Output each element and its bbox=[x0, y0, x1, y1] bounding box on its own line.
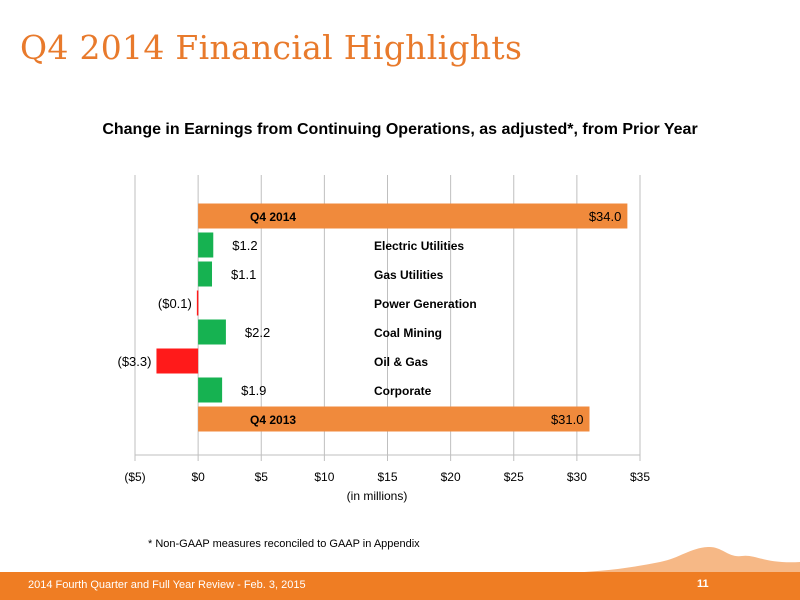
bar-value-label: ($0.1) bbox=[158, 296, 192, 311]
page-number: 11 bbox=[697, 578, 709, 590]
bar-category-label: Power Generation bbox=[374, 297, 477, 311]
chart-gridlines bbox=[134, 175, 641, 461]
bar-electric-utilities bbox=[198, 232, 214, 258]
chart-title: Change in Earnings from Continuing Opera… bbox=[102, 121, 698, 138]
x-tick-label: $20 bbox=[441, 470, 461, 484]
bar-gas-utilities bbox=[198, 261, 213, 287]
bar-value-label: ($3.3) bbox=[117, 354, 151, 369]
x-axis-label: (in millions) bbox=[347, 489, 408, 503]
chart-bars bbox=[156, 203, 628, 432]
bar-q4-2014 bbox=[198, 203, 628, 229]
bar-value-label: $1.9 bbox=[241, 383, 266, 398]
bar-value-label: $31.0 bbox=[551, 412, 584, 427]
bar-value-label: $1.1 bbox=[231, 267, 256, 282]
x-tick-label: $5 bbox=[255, 470, 269, 484]
bar-category-label: Electric Utilities bbox=[374, 239, 464, 253]
bar-value-label: $34.0 bbox=[589, 209, 622, 224]
bar-category-label: Coal Mining bbox=[374, 326, 442, 340]
bar-power-generation bbox=[196, 290, 199, 316]
slide-title: Q4 2014 Financial Highlights bbox=[20, 28, 523, 67]
bar-value-label: $1.2 bbox=[232, 238, 257, 253]
bar-corporate bbox=[198, 377, 223, 403]
x-tick-label: $25 bbox=[504, 470, 524, 484]
bar-category-label: Corporate bbox=[374, 384, 432, 398]
x-tick-label: $0 bbox=[191, 470, 205, 484]
bar-category-label: Gas Utilities bbox=[374, 268, 444, 282]
footnote: * Non-GAAP measures reconciled to GAAP i… bbox=[148, 538, 420, 550]
x-tick-label: $30 bbox=[567, 470, 587, 484]
x-tick-label: $35 bbox=[630, 470, 650, 484]
bar-coal-mining bbox=[198, 319, 226, 345]
x-axis-ticks: ($5) $0 $5 $10 $15 $20 $25 $30 $35 bbox=[124, 470, 650, 484]
bar-oil-gas bbox=[156, 348, 199, 374]
bar-category-label: Q4 2013 bbox=[250, 413, 296, 427]
bar-value-label: $2.2 bbox=[245, 325, 270, 340]
x-tick-label: $10 bbox=[314, 470, 334, 484]
chart-labels: Q4 2014 $34.0 Electric Utilities $1.2 Gas Ut… bbox=[117, 209, 621, 427]
footer-band bbox=[0, 572, 800, 600]
x-tick-label: ($5) bbox=[124, 470, 145, 484]
bar-category-label: Q4 2014 bbox=[250, 210, 296, 224]
bar-q4-2013 bbox=[198, 406, 590, 432]
x-tick-label: $15 bbox=[377, 470, 397, 484]
bar-category-label: Oil & Gas bbox=[374, 355, 428, 369]
footer-text: 2014 Fourth Quarter and Full Year Review… bbox=[28, 579, 306, 591]
